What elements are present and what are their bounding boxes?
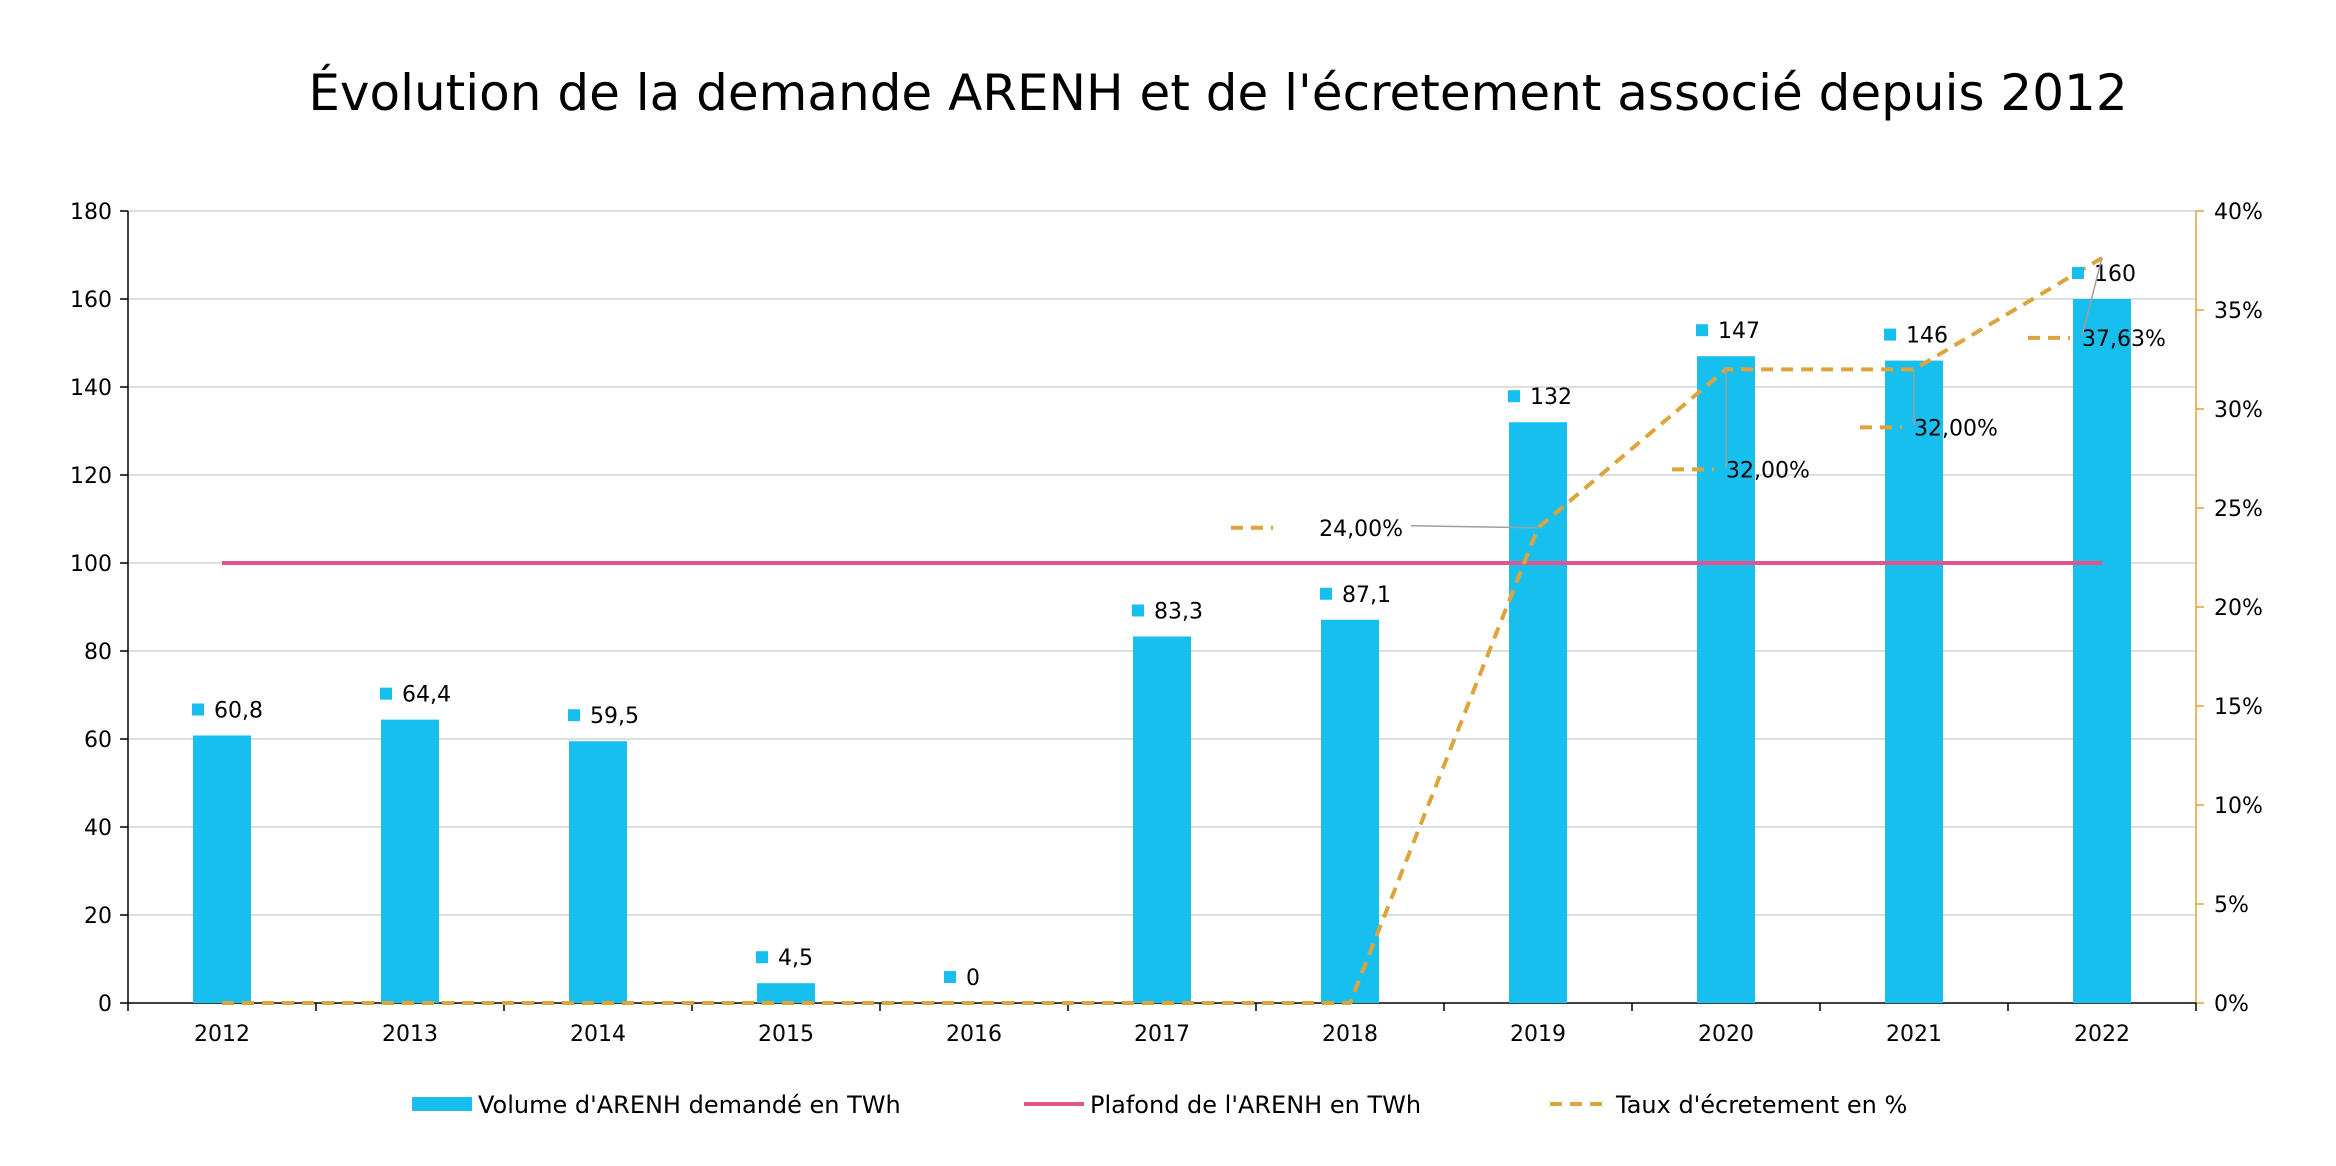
bar-value-label: 4,5 xyxy=(778,946,813,971)
rate-value-label: 32,00% xyxy=(1726,458,1810,483)
bar xyxy=(569,741,627,1003)
x-tick-label: 2020 xyxy=(1698,1022,1754,1047)
rate-leader-line xyxy=(1410,525,1539,529)
bar-value-label: 59,5 xyxy=(590,704,639,729)
bar xyxy=(1509,422,1567,1003)
y-right-tick-label: 0% xyxy=(2214,992,2249,1017)
bar xyxy=(381,719,439,1003)
legend-label: Plafond de l'ARENH en TWh xyxy=(1090,1091,1421,1119)
y-right-tick-label: 30% xyxy=(2214,398,2263,423)
rate-line xyxy=(222,256,2104,1005)
bar-value-label: 147 xyxy=(1718,319,1760,344)
y-left-tick-label: 140 xyxy=(70,376,112,401)
rate-value-label: 32,00% xyxy=(1914,416,1998,441)
y-left-tick-label: 80 xyxy=(84,640,112,665)
x-tick-label: 2021 xyxy=(1886,1022,1942,1047)
bar-value-label: 60,8 xyxy=(214,698,263,723)
data-labels: 60,8 64,4 59,5 4,5 0 83,3 87,1 132 147 146 160 24,0… xyxy=(192,257,2166,991)
y-left-tick-label: 180 xyxy=(70,200,112,225)
y-left-tick-label: 20 xyxy=(84,904,112,929)
bar-label-marker xyxy=(2072,267,2084,279)
axes: 0 20 40 60 80 100 120 140 160 180 0% 5% 10% 15% 20% 25%… xyxy=(70,200,2263,1047)
y-right-tick-label: 25% xyxy=(2214,497,2263,522)
bar-label-marker xyxy=(380,687,392,700)
legend-swatch-bar xyxy=(412,1097,472,1111)
bar-label-marker xyxy=(756,951,768,964)
x-tick-label: 2022 xyxy=(2074,1022,2130,1047)
y-right-tick-label: 10% xyxy=(2214,794,2263,819)
bar-value-label: 160 xyxy=(2094,262,2136,287)
x-tick-label: 2018 xyxy=(1322,1022,1378,1047)
x-tick-label: 2012 xyxy=(194,1022,250,1047)
rate-value-label: 37,63% xyxy=(2082,327,2166,352)
legend: Volume d'ARENH demandé en TWh Plafond de … xyxy=(412,1091,1907,1119)
y-right-tick-label: 20% xyxy=(2214,596,2263,621)
bar-label-marker xyxy=(1696,324,1708,337)
bar-label-marker xyxy=(1320,587,1332,600)
x-tick-label: 2014 xyxy=(570,1022,626,1047)
bar xyxy=(757,983,815,1003)
bar xyxy=(193,735,251,1003)
x-tick-label: 2016 xyxy=(946,1022,1002,1047)
y-left-tick-label: 40 xyxy=(84,816,112,841)
rate-value-label: 24,00% xyxy=(1319,517,1403,542)
y-right-tick-label: 35% xyxy=(2214,299,2263,324)
y-right-tick-label: 15% xyxy=(2214,695,2263,720)
y-left-tick-label: 0 xyxy=(98,992,112,1017)
bar-value-label: 146 xyxy=(1906,324,1948,349)
bar-label-marker xyxy=(1884,328,1896,341)
line-series xyxy=(222,256,2104,1005)
y-left-tick-label: 100 xyxy=(70,552,112,577)
legend-label: Taux d'écretement en % xyxy=(1615,1091,1907,1119)
bar-value-label: 0 xyxy=(966,966,980,991)
bar-label-marker xyxy=(192,703,204,716)
bar-value-label: 64,4 xyxy=(402,683,451,708)
y-right-tick-label: 40% xyxy=(2214,200,2263,225)
bar-label-marker xyxy=(944,971,956,983)
bar xyxy=(1885,360,1943,1004)
bar-value-label: 132 xyxy=(1530,385,1572,410)
chart-title: Évolution de la demande ARENH et de l'éc… xyxy=(308,63,2127,122)
bar xyxy=(2073,299,2131,1003)
bar-value-label: 87,1 xyxy=(1342,583,1391,608)
bar xyxy=(1321,619,1379,1003)
y-right-tick-label: 5% xyxy=(2214,893,2249,918)
bar-label-marker xyxy=(1132,604,1144,617)
bar-label-marker xyxy=(568,709,580,722)
y-left-tick-label: 160 xyxy=(70,288,112,313)
bar-value-label: 83,3 xyxy=(1154,599,1203,624)
legend-label: Volume d'ARENH demandé en TWh xyxy=(478,1091,901,1119)
x-tick-label: 2017 xyxy=(1134,1022,1190,1047)
bar-label-marker xyxy=(1508,390,1520,403)
rate-leader-line xyxy=(2081,257,2103,337)
bar xyxy=(1133,636,1191,1003)
x-tick-label: 2015 xyxy=(758,1022,814,1047)
y-left-tick-label: 120 xyxy=(70,464,112,489)
y-left-tick-label: 60 xyxy=(84,728,112,753)
x-tick-label: 2013 xyxy=(382,1022,438,1047)
x-tick-label: 2019 xyxy=(1510,1022,1566,1047)
